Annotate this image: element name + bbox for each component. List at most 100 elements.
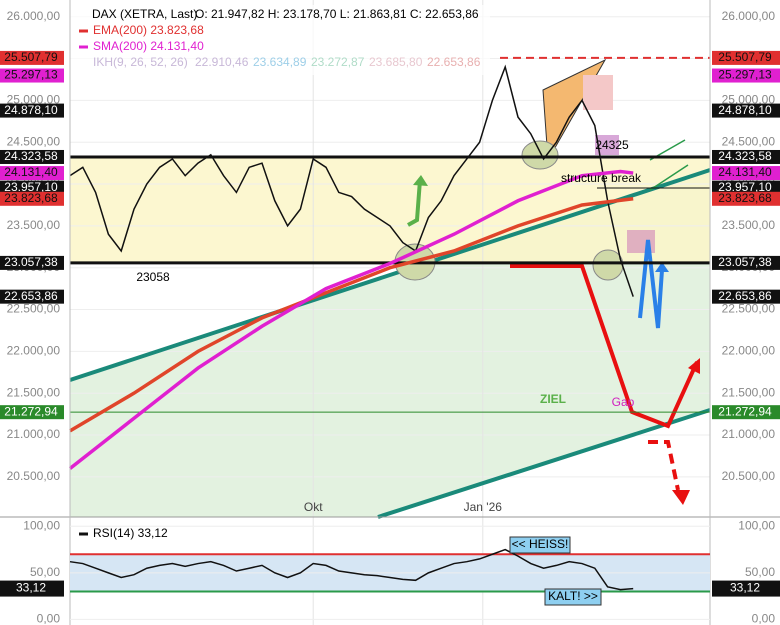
legend-sma: SMA(200) 24.131,40 (93, 39, 204, 53)
annotation: ZIEL (540, 392, 566, 406)
price-label: 25.297,13 (4, 68, 58, 82)
x-tick-label: Okt (304, 500, 323, 514)
legend-bg (70, 5, 490, 75)
price-label: 22.653,86 (718, 289, 772, 303)
price-box (712, 103, 780, 118)
y-tick-label: 25.000,00 (7, 93, 61, 107)
rsi-legend-bg (74, 526, 170, 542)
series-line (68, 169, 634, 470)
up-arrow (649, 164, 689, 191)
price-label: 23.957,10 (4, 180, 58, 194)
y-tick-label: 24.500,00 (7, 134, 61, 148)
y-tick-label: 23.500,00 (722, 218, 776, 232)
price-label: 24.131,40 (4, 165, 58, 179)
y-tick-label: 24.500,00 (722, 134, 776, 148)
price-box (0, 166, 64, 181)
legend-ikh-value: 23.272,87 (311, 55, 365, 69)
price-label: 23.957,10 (718, 180, 772, 194)
y-tick-label: 21.500,00 (722, 385, 776, 399)
price-box (0, 180, 64, 195)
y-tick-label: 20.500,00 (7, 469, 61, 483)
price-label: 24.323,58 (718, 149, 772, 163)
up-arrow (407, 179, 422, 227)
shoulder (592, 249, 624, 281)
y-tick-label: 21.000,00 (7, 427, 61, 441)
y-tick-label: 20.500,00 (722, 469, 776, 483)
callout: KALT! >> (548, 589, 598, 603)
shoulder (521, 140, 559, 170)
series-line (69, 64, 634, 297)
price-box (0, 103, 64, 118)
callout-box (509, 536, 571, 554)
price-label: 24.323,58 (4, 149, 58, 163)
y-tick-label: 26.000,00 (7, 9, 61, 23)
price-label: 23.057,38 (4, 255, 58, 269)
y-tick-label: 50,00 (30, 565, 60, 579)
lower-trendline (377, 408, 711, 519)
annotation: structure break (561, 171, 642, 185)
annotation: 23058 (136, 270, 170, 284)
y-tick-label: 26.000,00 (722, 9, 776, 23)
legend-ema: EMA(200) 23.823,68 (93, 23, 204, 37)
arrow-head (672, 490, 690, 505)
upper-trendline (69, 168, 711, 382)
rsi-legend: RSI(14) 33,12 (93, 526, 168, 540)
target-path-alt (648, 440, 680, 491)
price-label: 25.507,79 (4, 50, 58, 64)
price-box (712, 289, 780, 304)
arrow-head (413, 175, 428, 186)
price-label: 25.297,13 (718, 68, 772, 82)
legend: DAX (XETRA, Last) O: 21.947,82 H: 23.178… (70, 5, 490, 75)
price-label: 21.272,94 (718, 404, 772, 418)
price-box (712, 191, 780, 206)
legend-ikh-value: 22.910,46 (195, 55, 249, 69)
legend-ohlc: O: 21.947,82 H: 23.178,70 L: 21.863,81 C… (195, 7, 479, 21)
y-tick-label: 23.500,00 (7, 218, 61, 232)
legend-ikh-value: 22.653,86 (427, 55, 481, 69)
legend-symbol: DAX (XETRA, Last) (92, 7, 197, 21)
annotation: 24325 (595, 138, 629, 152)
legend-ikh-value: 23.685,80 (369, 55, 423, 69)
y-tick-label: 25.000,00 (722, 93, 776, 107)
y-tick-label: 0,00 (37, 612, 61, 625)
price-box (712, 180, 780, 195)
price-box (712, 50, 780, 65)
price-box (712, 149, 780, 164)
price-label: 23.057,38 (718, 255, 772, 269)
arrow-head (688, 358, 700, 374)
bounce-arrow (638, 239, 664, 329)
y-tick-label: 100,00 (738, 518, 775, 532)
y-tick-label: 0,00 (752, 612, 776, 625)
price-label: 23.823,68 (4, 191, 58, 205)
price-label: 24.131,40 (718, 165, 772, 179)
price-box (0, 255, 64, 270)
rsi-line (69, 548, 634, 591)
annotation: Gap (612, 395, 635, 409)
callout: << HEISS! (512, 537, 569, 551)
callout-box (544, 588, 602, 606)
price-box (0, 191, 64, 206)
price-label: 23.823,68 (718, 191, 772, 205)
rsi-value-box (712, 580, 780, 597)
rsi-value-label: 33,12 (730, 581, 760, 595)
y-tick-label: 22.000,00 (722, 344, 776, 358)
price-box (712, 166, 780, 181)
price-box (0, 289, 64, 304)
y-tick-label: 22.000,00 (7, 344, 61, 358)
price-label: 22.653,86 (4, 289, 58, 303)
x-tick-label: Jan '26 (464, 500, 503, 514)
series-layer (68, 56, 710, 470)
price-label: 24.878,10 (4, 103, 58, 117)
price-label: 25.507,79 (718, 50, 772, 64)
y-tick-label: 22.500,00 (7, 302, 61, 316)
series-line (69, 197, 634, 433)
rsi-value-box (0, 580, 64, 597)
gap-box (583, 75, 613, 110)
y-tick-label: 21.000,00 (722, 427, 776, 441)
y-tick-label: 100,00 (23, 518, 60, 532)
price-box (0, 149, 64, 164)
y-tick-label: 21.500,00 (7, 385, 61, 399)
price-box (712, 255, 780, 270)
legend-ikh-value: 23.634,89 (253, 55, 307, 69)
